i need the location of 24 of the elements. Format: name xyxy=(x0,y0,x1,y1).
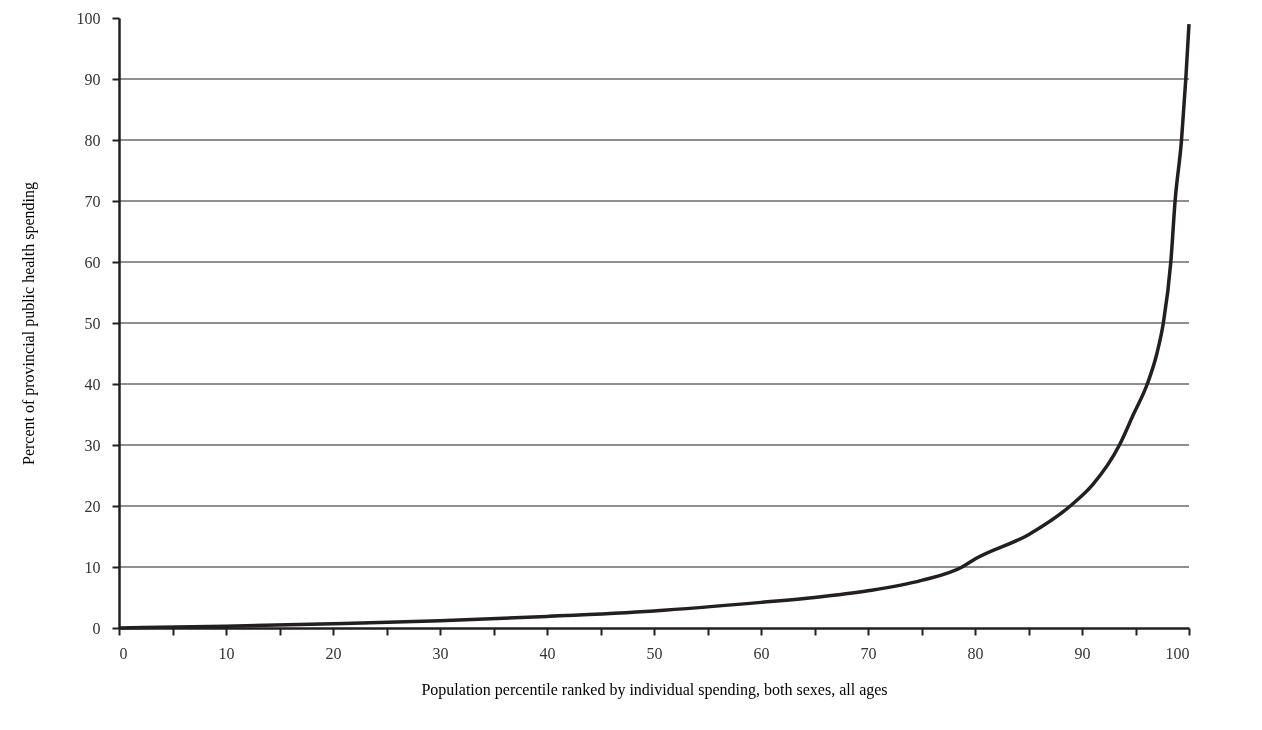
x-tick-label: 20 xyxy=(325,644,342,662)
x-tick-label: 0 xyxy=(119,644,128,662)
y-tick-label: 70 xyxy=(84,192,101,210)
y-tick-label: 50 xyxy=(84,314,101,332)
x-tick-label: 70 xyxy=(860,644,877,662)
y-tick-label: 80 xyxy=(84,131,101,149)
y-tick-label: 10 xyxy=(84,558,101,576)
x-tick-label: 40 xyxy=(539,644,556,662)
x-tick-label: 30 xyxy=(432,644,449,662)
x-tick-label: 60 xyxy=(753,644,770,662)
y-tick-label: 90 xyxy=(84,70,101,88)
y-tick-label: 100 xyxy=(76,9,101,27)
x-tick-label: 90 xyxy=(1074,644,1091,662)
y-tick-label: 40 xyxy=(84,375,101,393)
x-tick-label: 50 xyxy=(646,644,663,662)
x-tick-label: 100 xyxy=(1165,644,1190,662)
x-tick-label: 80 xyxy=(967,644,984,662)
y-tick-label: 20 xyxy=(84,497,101,515)
y-axis-title: Percent of provincial public health spending xyxy=(19,181,38,466)
x-axis-title: Population percentile ranked by individual spending, both sexes, all ages xyxy=(421,680,888,699)
y-tick-label: 30 xyxy=(84,436,101,454)
y-tick-label: 60 xyxy=(84,253,101,271)
x-tick-label: 10 xyxy=(218,644,235,662)
y-tick-label: 0 xyxy=(92,619,101,637)
